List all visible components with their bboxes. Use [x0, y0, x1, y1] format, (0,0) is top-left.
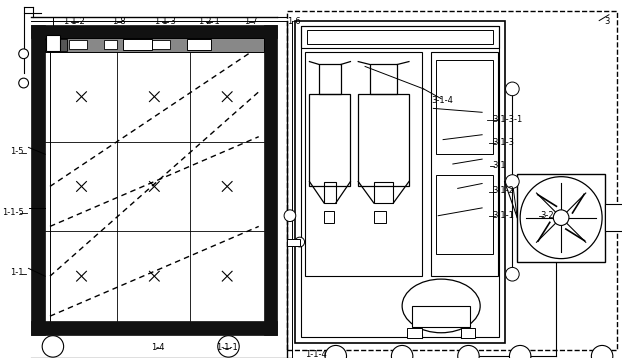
- Bar: [45, 40, 67, 50]
- Text: 1-2-1: 1-2-1: [198, 17, 220, 26]
- Text: 3-1: 3-1: [492, 161, 505, 170]
- Bar: [436, 60, 493, 154]
- Text: 3-1-2: 3-1-2: [492, 186, 514, 195]
- Circle shape: [295, 237, 305, 247]
- Circle shape: [42, 336, 64, 357]
- Bar: [70, 40, 87, 49]
- Text: 3-1-3: 3-1-3: [492, 138, 514, 147]
- Bar: [307, 30, 493, 44]
- Bar: [310, 94, 350, 186]
- Bar: [517, 174, 605, 262]
- Text: 1-1-4: 1-1-4: [305, 350, 327, 359]
- Text: 3-2: 3-2: [541, 211, 554, 220]
- Bar: [153, 40, 170, 49]
- Bar: [436, 175, 493, 254]
- Circle shape: [19, 78, 29, 88]
- Circle shape: [553, 210, 569, 225]
- Bar: [31, 321, 277, 335]
- Bar: [407, 328, 422, 338]
- Bar: [301, 27, 498, 337]
- Text: 1-1-3: 1-1-3: [154, 17, 176, 26]
- Bar: [47, 39, 67, 51]
- Text: 3-1-3-1: 3-1-3-1: [492, 115, 522, 124]
- Bar: [301, 27, 498, 48]
- Bar: [123, 39, 153, 50]
- Circle shape: [325, 345, 346, 364]
- Bar: [319, 64, 341, 94]
- Text: 1-4: 1-4: [151, 343, 165, 352]
- Text: 1-8: 1-8: [112, 17, 126, 26]
- Bar: [374, 182, 393, 203]
- Circle shape: [458, 345, 479, 364]
- Circle shape: [19, 49, 29, 59]
- Bar: [305, 52, 422, 276]
- Bar: [431, 52, 498, 276]
- Bar: [370, 64, 397, 94]
- Text: 1-1-1: 1-1-1: [216, 343, 237, 352]
- Bar: [103, 40, 117, 49]
- Bar: [358, 94, 409, 186]
- Circle shape: [520, 177, 602, 258]
- Text: 1-1-2: 1-1-2: [64, 17, 85, 26]
- Bar: [46, 35, 60, 51]
- Text: 3-1-1: 3-1-1: [492, 211, 514, 220]
- Bar: [191, 40, 205, 49]
- Bar: [31, 24, 45, 335]
- Circle shape: [505, 82, 519, 96]
- Bar: [287, 11, 617, 350]
- Circle shape: [505, 175, 519, 189]
- Bar: [605, 204, 623, 231]
- Bar: [31, 24, 277, 38]
- Bar: [264, 24, 277, 335]
- Bar: [324, 182, 336, 203]
- Text: 1-7: 1-7: [244, 17, 258, 26]
- Bar: [186, 39, 211, 50]
- Bar: [412, 306, 470, 327]
- Bar: [295, 21, 505, 343]
- Circle shape: [218, 336, 239, 357]
- Circle shape: [510, 345, 531, 364]
- Circle shape: [505, 268, 519, 281]
- Text: 1-6: 1-6: [287, 17, 301, 26]
- Bar: [374, 211, 386, 222]
- Ellipse shape: [402, 279, 480, 333]
- Circle shape: [591, 345, 613, 364]
- Text: 3-1-4: 3-1-4: [431, 96, 454, 105]
- Bar: [45, 38, 264, 321]
- Bar: [45, 38, 264, 52]
- Text: 3: 3: [604, 17, 610, 26]
- Text: 1-1: 1-1: [10, 268, 24, 277]
- Bar: [287, 239, 300, 246]
- Text: 1-5: 1-5: [10, 147, 24, 157]
- Circle shape: [391, 345, 413, 364]
- Text: 1-1-5: 1-1-5: [2, 208, 24, 217]
- Bar: [324, 211, 334, 222]
- Bar: [460, 328, 475, 338]
- Circle shape: [284, 210, 296, 222]
